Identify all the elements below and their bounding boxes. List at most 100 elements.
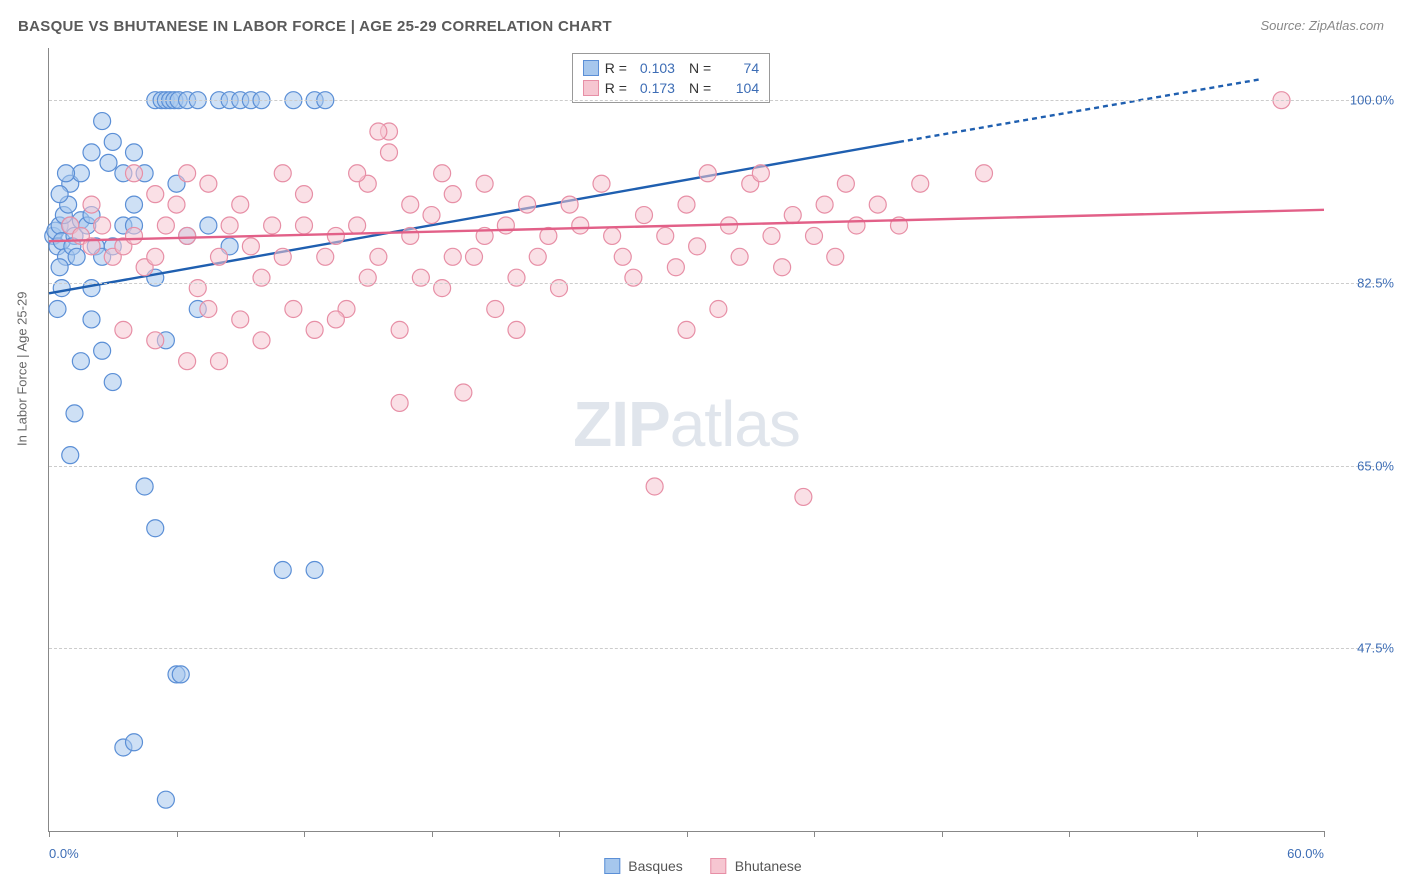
trend-line [49,142,899,293]
scatter-point [391,394,408,411]
scatter-point [306,321,323,338]
scatter-point [274,248,291,265]
scatter-point [752,165,769,182]
legend-n-value: 104 [717,80,759,96]
legend-swatch [604,858,620,874]
scatter-point [402,227,419,244]
scatter-point [912,175,929,192]
scatter-point [519,196,536,213]
legend-n-label: N = [689,80,711,96]
scatter-point [678,196,695,213]
scatter-point [837,175,854,192]
scatter-point [285,301,302,318]
scatter-point [370,123,387,140]
scatter-point [731,248,748,265]
scatter-point [572,217,589,234]
legend-swatch [583,60,599,76]
scatter-point [221,217,238,234]
scatter-point [62,447,79,464]
scatter-point [370,248,387,265]
chart-title: BASQUE VS BHUTANESE IN LABOR FORCE | AGE… [18,18,612,35]
x-tick [942,831,943,837]
x-tick [1324,831,1325,837]
scatter-point [296,186,313,203]
scatter-point [147,332,164,349]
y-axis-label: In Labor Force | Age 25-29 [15,292,30,446]
scatter-point [242,238,259,255]
scatter-point [423,207,440,224]
scatter-point [444,248,461,265]
scatter-point [200,175,217,192]
x-tick [432,831,433,837]
y-tick-label: 65.0% [1357,458,1394,473]
scatter-point [51,186,68,203]
scatter-point [94,342,111,359]
legend-n-label: N = [689,60,711,76]
scatter-point [806,227,823,244]
scatter-point [94,217,111,234]
gridline [49,466,1384,467]
scatter-point [274,165,291,182]
x-tick [49,831,50,837]
gridline [49,100,1384,101]
scatter-point [296,217,313,234]
scatter-point [232,196,249,213]
x-tick [1197,831,1198,837]
scatter-point [168,196,185,213]
bottom-legend-label: Bhutanese [735,858,802,874]
x-tick [1069,831,1070,837]
legend-swatch [583,80,599,96]
scatter-point [869,196,886,213]
scatter-point [274,562,291,579]
scatter-point [83,144,100,161]
scatter-point [157,217,174,234]
scatter-point [667,259,684,276]
scatter-point [508,321,525,338]
scatter-point [58,165,75,182]
scatter-point [487,301,504,318]
plot-svg [49,48,1324,831]
scatter-point [66,405,83,422]
scatter-point [636,207,653,224]
scatter-point [264,217,281,234]
scatter-point [51,259,68,276]
scatter-point [774,259,791,276]
source-attribution: Source: ZipAtlas.com [1260,18,1384,33]
scatter-point [136,478,153,495]
scatter-point [126,196,143,213]
scatter-point [232,311,249,328]
scatter-point [179,227,196,244]
gridline [49,648,1384,649]
scatter-point [689,238,706,255]
legend-swatch [711,858,727,874]
scatter-point [784,207,801,224]
bottom-legend-label: Basques [628,858,682,874]
plot-area: ZIPatlas R =0.103N =74R =0.173N =104 47.… [48,48,1324,832]
legend-r-label: R = [605,80,627,96]
scatter-point [83,311,100,328]
scatter-point [699,165,716,182]
scatter-point [157,791,174,808]
bottom-legend: Basques Bhutanese [604,858,801,874]
scatter-point [126,227,143,244]
stats-legend: R =0.103N =74R =0.173N =104 [572,53,770,103]
scatter-point [211,353,228,370]
scatter-point [402,196,419,213]
y-tick-label: 100.0% [1350,93,1394,108]
trend-line [49,210,1324,241]
scatter-point [104,374,121,391]
legend-n-value: 74 [717,60,759,76]
scatter-point [126,144,143,161]
scatter-point [614,248,631,265]
scatter-point [306,562,323,579]
scatter-point [200,217,217,234]
scatter-point [179,165,196,182]
scatter-point [68,248,85,265]
scatter-point [391,321,408,338]
scatter-point [497,217,514,234]
scatter-point [349,217,366,234]
x-tick-label: 60.0% [1287,846,1324,861]
scatter-point [83,196,100,213]
scatter-point [115,321,132,338]
scatter-point [795,488,812,505]
